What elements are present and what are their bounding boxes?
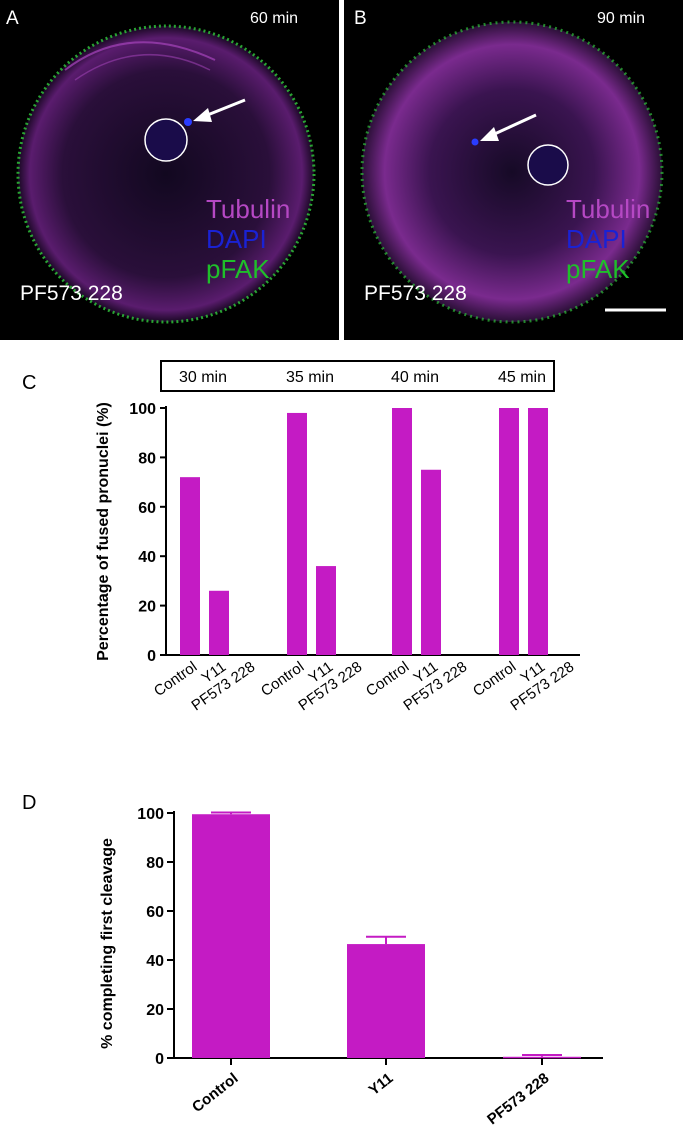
group-label: 45 min: [498, 369, 546, 386]
x-tick-label: Y11: [366, 1070, 397, 1099]
y-tick-label: 20: [146, 1002, 164, 1019]
y-tick-label: 80: [138, 450, 156, 467]
bar: [392, 408, 412, 655]
legend-tubulin: Tubulin: [206, 194, 291, 224]
bar: [287, 412, 307, 655]
y-axis-label: Percentage of fused pronuclei (%): [95, 402, 112, 661]
legend-dapi: DAPI: [566, 224, 627, 254]
panel-a-letter: A: [6, 8, 19, 29]
embryo-image-b: [360, 20, 666, 324]
x-tick-label: Control: [151, 658, 200, 700]
micrograph-panel-b: B 90 min Tubulin DAPI pFAK PF573 228: [344, 0, 683, 340]
x-tick-label: PF573 228: [484, 1070, 552, 1129]
y-axis-label: % completing first cleavage: [99, 838, 116, 1049]
x-tick-label: Control: [470, 658, 519, 700]
bar: [180, 477, 200, 655]
panel-b-treatment: PF573 228: [364, 282, 467, 305]
x-tick-label: Control: [189, 1070, 241, 1116]
y-tick-label: 60: [146, 904, 164, 921]
panel-b-time: 90 min: [597, 10, 646, 27]
bar: [499, 408, 519, 655]
x-tick-label: Control: [363, 658, 412, 700]
bar: [316, 566, 336, 655]
bar: [503, 1056, 581, 1059]
chart-c-fused-pronuclei: 0 20 40 60 80 100 Percentage of fused pronucle…: [95, 360, 580, 714]
legend-pfak: pFAK: [206, 254, 270, 284]
y-tick-label: 80: [146, 855, 164, 872]
panel-a-legend: Tubulin DAPI pFAK: [206, 194, 290, 284]
legend-dapi: DAPI: [206, 224, 267, 254]
embryo-image-a: [16, 24, 316, 324]
group-label: 40 min: [391, 369, 439, 386]
panel-c-letter: C: [22, 372, 37, 394]
group-label: 30 min: [179, 369, 227, 386]
panel-b-legend: Tubulin DAPI pFAK: [566, 194, 650, 284]
bar: [347, 944, 425, 1058]
micrograph-panel-a: A 60 min Tubulin DAPI pFAK PF573 228: [0, 0, 339, 340]
y-tick-label: 0: [155, 1051, 164, 1068]
y-tick-label: 0: [147, 648, 156, 665]
bar: [209, 590, 229, 655]
y-tick-label: 100: [137, 806, 164, 823]
x-tick-label: Control: [258, 658, 307, 700]
bar: [421, 469, 441, 655]
panel-b-letter: B: [354, 8, 367, 29]
panel-d-letter: D: [22, 792, 37, 814]
bar: [192, 814, 270, 1058]
chart-d-first-cleavage: 0 20 40 60 80 100 % completing first cleavage C…: [99, 806, 603, 1129]
y-tick-label: 100: [129, 401, 156, 418]
y-tick-label: 40: [138, 549, 156, 566]
legend-tubulin: Tubulin: [566, 194, 651, 224]
panel-a-treatment: PF573 228: [20, 282, 123, 305]
y-tick-label: 20: [138, 599, 156, 616]
legend-pfak: pFAK: [566, 254, 630, 284]
y-tick-label: 40: [146, 953, 164, 970]
time-label-box: [160, 360, 555, 392]
y-tick-label: 60: [138, 500, 156, 517]
bar: [528, 408, 548, 655]
panel-a-time: 60 min: [250, 10, 299, 27]
group-label: 35 min: [286, 369, 334, 386]
